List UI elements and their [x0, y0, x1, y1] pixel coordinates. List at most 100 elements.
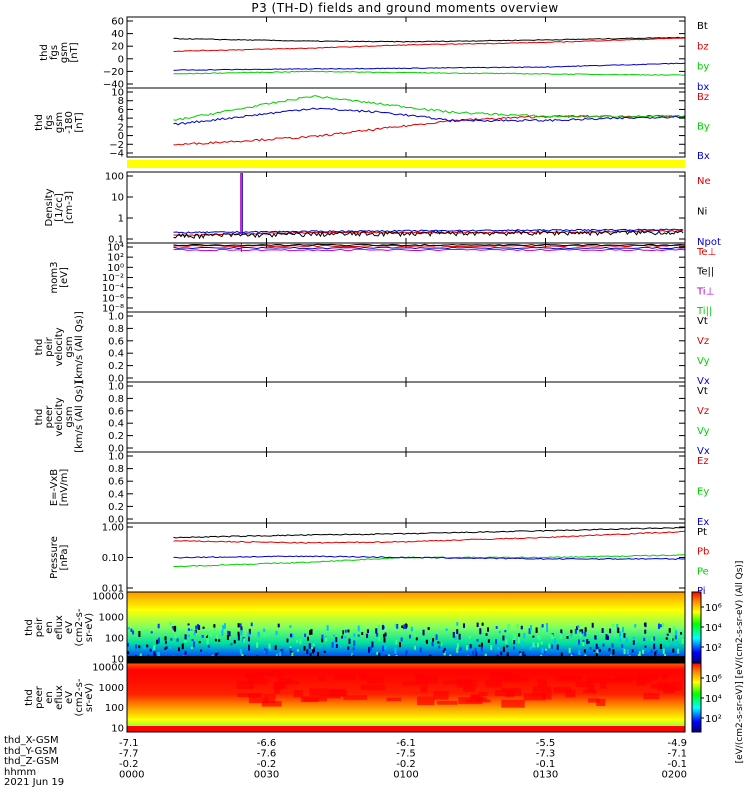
spectrogram-pixel	[530, 643, 533, 649]
spectrogram-pixel	[181, 643, 184, 650]
x-row-label-x: thd_X-GSM	[4, 735, 59, 746]
y-axis-label: thd	[24, 619, 35, 636]
spectrogram-pixel	[174, 625, 177, 632]
spectrogram-pixel	[247, 693, 260, 698]
spectrogram-pixel	[662, 623, 665, 628]
spectrogram-pixel	[537, 679, 547, 687]
spectrogram-pixel	[308, 643, 311, 649]
spectrogram-pixel	[551, 644, 554, 649]
y-tick-label: 0.1	[108, 235, 124, 246]
y-tick-label: 0	[118, 131, 124, 142]
y-axis-label: sr-eV)	[84, 683, 95, 712]
spectrogram-pixel	[673, 626, 676, 631]
spectrogram-pixel	[202, 626, 205, 629]
spectrogram-pixel	[405, 650, 408, 654]
y-tick-label: 0	[118, 54, 124, 65]
spectrogram-pixel	[516, 624, 519, 629]
panel-frame	[126, 242, 686, 313]
spectrogram-pixel	[216, 652, 219, 655]
x-tick-value: 0000	[119, 770, 144, 781]
spectrogram-pixel	[187, 634, 190, 637]
spectrogram-pixel	[456, 643, 459, 649]
spectrogram-pixel	[187, 623, 190, 626]
spectrogram-pixel	[498, 630, 501, 634]
spectrogram-pixel	[529, 624, 532, 631]
spectrogram-pixel	[574, 628, 577, 634]
spectrogram-pixel	[289, 625, 292, 628]
spectrogram-pixel	[666, 633, 669, 636]
legend-pt: Pt	[697, 527, 707, 538]
spectrogram-pixel	[571, 652, 574, 656]
spectrogram-pixel	[495, 639, 498, 645]
spectrogram-pixel	[502, 635, 505, 641]
spectrogram-pixel	[127, 642, 130, 647]
spectrogram-pixel	[474, 648, 477, 654]
spectrogram-pixel	[443, 650, 446, 656]
y-axis-label: eV	[64, 621, 75, 634]
spectrogram-pixel	[505, 639, 508, 645]
series-line-pt	[173, 526, 686, 539]
spectrogram-pixel	[519, 652, 522, 656]
spectrogram-pixel	[230, 643, 233, 646]
y-axis-label: (cm2-s-	[74, 678, 85, 716]
spectrogram-pixel	[614, 632, 617, 637]
spectrogram-pixel	[199, 649, 202, 652]
spectrogram-pixel	[632, 640, 635, 645]
spectrogram-pixel	[165, 646, 168, 649]
spectrogram-pixel	[250, 622, 253, 627]
x-row-label-date: 2021 Jun 19	[4, 777, 65, 788]
spectrogram-pixel	[583, 649, 586, 653]
spectrogram-pixel	[221, 629, 224, 636]
spectrogram-pixel	[168, 646, 171, 649]
spectrogram-pixel	[671, 638, 674, 641]
spectrogram-pixel	[263, 631, 266, 637]
spectrogram-pixel	[275, 630, 278, 636]
x-tick-value: -6.1	[396, 738, 416, 749]
y-axis-label: thd	[34, 114, 45, 131]
series-line-bz	[173, 37, 686, 52]
spectrogram-pixel	[195, 625, 198, 630]
y-tick-label: 100	[105, 634, 124, 645]
spectrogram-pixel	[560, 652, 563, 658]
spectrogram-pixel	[420, 686, 428, 693]
y-tick-label: 0.4	[108, 419, 124, 430]
spectrogram-pixel	[157, 652, 160, 657]
y-axis-label: eV	[64, 691, 75, 704]
spectrogram-pixel	[384, 632, 387, 637]
spectrogram-pixel	[263, 628, 266, 632]
spectrogram-pixel	[398, 642, 401, 648]
spectrogram-pixel	[278, 677, 292, 683]
legend-ti: Ti⊥	[696, 286, 714, 297]
y-tick-label: −40	[103, 80, 124, 91]
spectrogram-pixel	[335, 637, 338, 643]
spectrogram-pixel	[371, 641, 374, 648]
y-tick-label: 10⁻²	[102, 273, 124, 284]
series-line-bz	[173, 114, 686, 146]
legend-ez: Ez	[697, 456, 709, 467]
y-tick-label: 8	[118, 96, 124, 107]
spectrogram-pixel	[317, 630, 320, 633]
spectrogram-pixel	[506, 652, 509, 658]
spectrogram-pixel	[344, 629, 347, 633]
spectrogram-pixel	[616, 624, 619, 629]
spectrogram-pixel	[522, 651, 525, 657]
spectrogram-pixel	[239, 648, 242, 653]
spectrogram-pixel	[415, 674, 438, 684]
y-axis-label: gsm	[54, 112, 65, 133]
spectrogram-pixel	[672, 648, 675, 653]
y-axis-label: eflux	[54, 615, 65, 640]
quality-flag-bar	[127, 160, 685, 168]
spectrogram-pixel	[214, 638, 217, 642]
spectrogram-pixel	[665, 637, 668, 640]
spectrogram-pixel	[361, 632, 364, 635]
y-tick-label: 0.0	[108, 374, 124, 385]
spectrogram-pixel	[504, 630, 507, 633]
y-axis-label: peir	[34, 617, 45, 637]
spectrogram-pixel	[425, 640, 428, 643]
spectrogram-pixel	[575, 681, 593, 687]
spectrogram-pixel	[318, 676, 325, 681]
spectrogram-pixel	[596, 649, 599, 654]
x-tick-value: 0130	[533, 770, 558, 781]
spectrogram-pixel	[663, 684, 675, 693]
spectrogram-pixel	[488, 672, 512, 682]
